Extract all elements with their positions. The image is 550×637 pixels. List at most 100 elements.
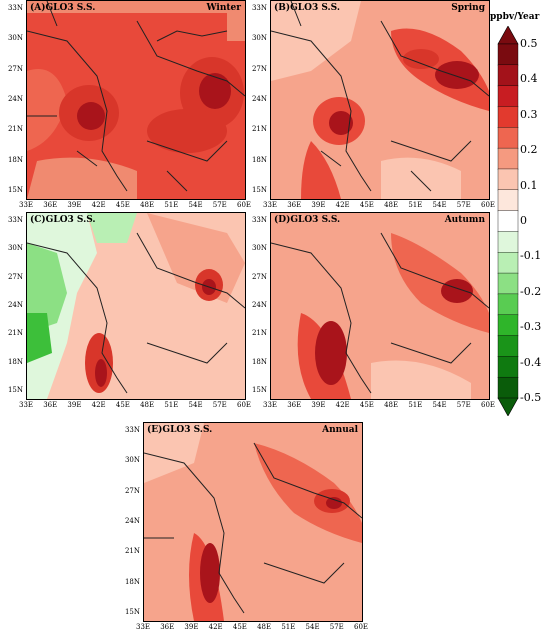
lon-tick-label: 60E: [236, 201, 252, 209]
lat-tick-label: 30N: [251, 34, 267, 43]
lon-tick-label: 45E: [115, 401, 130, 409]
lon-tick-label: 57E: [456, 201, 471, 209]
lat-tick-label: 33N: [251, 4, 267, 12]
lat-tick-label: 21N: [124, 547, 140, 556]
lat-tick-label: 33N: [7, 216, 23, 224]
lat-tick-label: 15N: [124, 608, 140, 616]
lat-tick-label: 24N: [7, 95, 23, 103]
lon-tick-label: 48E: [384, 201, 399, 209]
panel-title: (B)GLO3 S.S.: [274, 3, 340, 13]
lon-tick-label: 42E: [91, 401, 106, 409]
lat-tick-label: 33N: [7, 4, 23, 12]
lon-tick-label: 39E: [67, 401, 82, 409]
map-autumn-svg: [271, 213, 489, 399]
lon-tick-label: 42E: [91, 201, 106, 209]
lat-tick-label: 24N: [7, 301, 23, 309]
lon-tick-label: 60E: [480, 201, 496, 209]
colorbar-segment: [497, 314, 519, 337]
panel-annual: (E)GLO3 S.S. Annual: [115, 422, 375, 634]
lat-tick-label: 18N: [251, 357, 267, 366]
lon-tick-label: 33E: [18, 401, 34, 409]
map-winter-svg: [27, 1, 245, 199]
lon-tick-label: 57E: [329, 623, 344, 631]
colorbar: [497, 26, 519, 416]
colorbar-segment: [497, 210, 519, 233]
lon-tick-label: 36E: [287, 201, 302, 209]
lon-tick-label: 39E: [311, 401, 326, 409]
lat-tick-label: 18N: [251, 155, 267, 164]
map-summer: (C)GLO3 S.S.: [26, 212, 246, 400]
lon-tick-label: 39E: [67, 201, 82, 209]
lat-tick-label: 24N: [124, 517, 140, 525]
colorbar-segment: [497, 335, 519, 358]
map-spring: (B)GLO3 S.S. Spring: [270, 0, 490, 200]
lon-tick-label: 39E: [311, 201, 326, 209]
colorbar-unit: ppbv/Year: [490, 12, 540, 22]
lon-tick-label: 60E: [236, 401, 252, 409]
colorbar-segment: [497, 106, 519, 128]
lon-tick-label: 45E: [359, 401, 374, 409]
lat-tick-label: 30N: [7, 244, 23, 253]
panel-summer: (C)GLO3 S.S.: [0, 212, 260, 412]
lon-tick-label: 54E: [188, 201, 203, 209]
lon-tick-label: 33E: [262, 201, 278, 209]
lat-tick-label: 27N: [251, 272, 267, 281]
lon-tick-label: 54E: [305, 623, 320, 631]
lat-tick-label: 24N: [251, 301, 267, 309]
colorbar-segment: [497, 168, 519, 191]
colorbar-tick-label: -0.5: [520, 391, 542, 404]
colorbar-min-arrow: [497, 397, 519, 416]
lon-tick-label: 51E: [164, 201, 179, 209]
lat-tick-label: 21N: [7, 329, 23, 338]
panel-title: (A)GLO3 S.S.: [30, 3, 96, 13]
map-autumn: (D)GLO3 S.S. Autumn: [270, 212, 490, 400]
season-label: Annual: [322, 425, 358, 435]
lat-tick-label: 21N: [251, 125, 267, 134]
lon-tick-label: 57E: [212, 201, 227, 209]
lon-tick-label: 45E: [232, 623, 247, 631]
lat-tick-label: 27N: [251, 64, 267, 73]
lat-tick-label: 30N: [251, 244, 267, 253]
colorbar-max-arrow: [497, 26, 519, 45]
map-spring-svg: [271, 1, 489, 199]
map-winter: (A)GLO3 S.S. Winter: [26, 0, 246, 200]
lon-tick-label: 57E: [456, 401, 471, 409]
lon-tick-label: 36E: [43, 201, 58, 209]
lon-tick-label: 36E: [160, 623, 175, 631]
colorbar-tick-label: -0.3: [520, 320, 542, 334]
lat-tick-label: 18N: [7, 155, 23, 164]
lon-tick-label: 57E: [212, 401, 227, 409]
panel-title: (D)GLO3 S.S.: [274, 215, 341, 225]
lon-tick-label: 54E: [432, 401, 447, 409]
season-label: Autumn: [444, 215, 485, 225]
lat-tick-label: 27N: [7, 272, 23, 281]
colorbar-tick-label: -0.1: [520, 249, 542, 263]
colorbar-tick-label: 0.2: [520, 143, 538, 157]
colorbar-segment: [497, 43, 519, 66]
lat-tick-label: 15N: [251, 186, 267, 194]
colorbar-segment: [497, 64, 519, 87]
lon-tick-label: 42E: [335, 401, 350, 409]
colorbar-segment: [497, 127, 519, 149]
lat-tick-label: 18N: [7, 357, 23, 366]
lon-tick-label: 39E: [184, 623, 199, 631]
lon-tick-label: 54E: [432, 201, 447, 209]
map-annual: (E)GLO3 S.S. Annual: [143, 422, 363, 622]
colorbar-segment: [497, 293, 519, 316]
lon-tick-label: 33E: [18, 201, 34, 209]
colorbar-tick-label: 0.4: [520, 72, 538, 86]
lat-tick-label: 33N: [124, 426, 140, 434]
lon-tick-label: 48E: [257, 623, 272, 631]
lon-tick-label: 36E: [287, 401, 302, 409]
lon-tick-label: 51E: [408, 401, 423, 409]
colorbar-segment: [497, 376, 519, 399]
colorbar-tick-label: 0: [520, 214, 527, 227]
colorbar-segment: [497, 272, 519, 295]
colorbar-tick-label: 0.1: [520, 178, 538, 192]
lat-tick-label: 15N: [7, 386, 23, 394]
lon-tick-label: 48E: [140, 201, 155, 209]
season-label: Winter: [206, 3, 241, 13]
panel-title: (C)GLO3 S.S.: [30, 215, 96, 225]
lon-tick-label: 51E: [408, 201, 423, 209]
lon-tick-label: 42E: [335, 201, 350, 209]
